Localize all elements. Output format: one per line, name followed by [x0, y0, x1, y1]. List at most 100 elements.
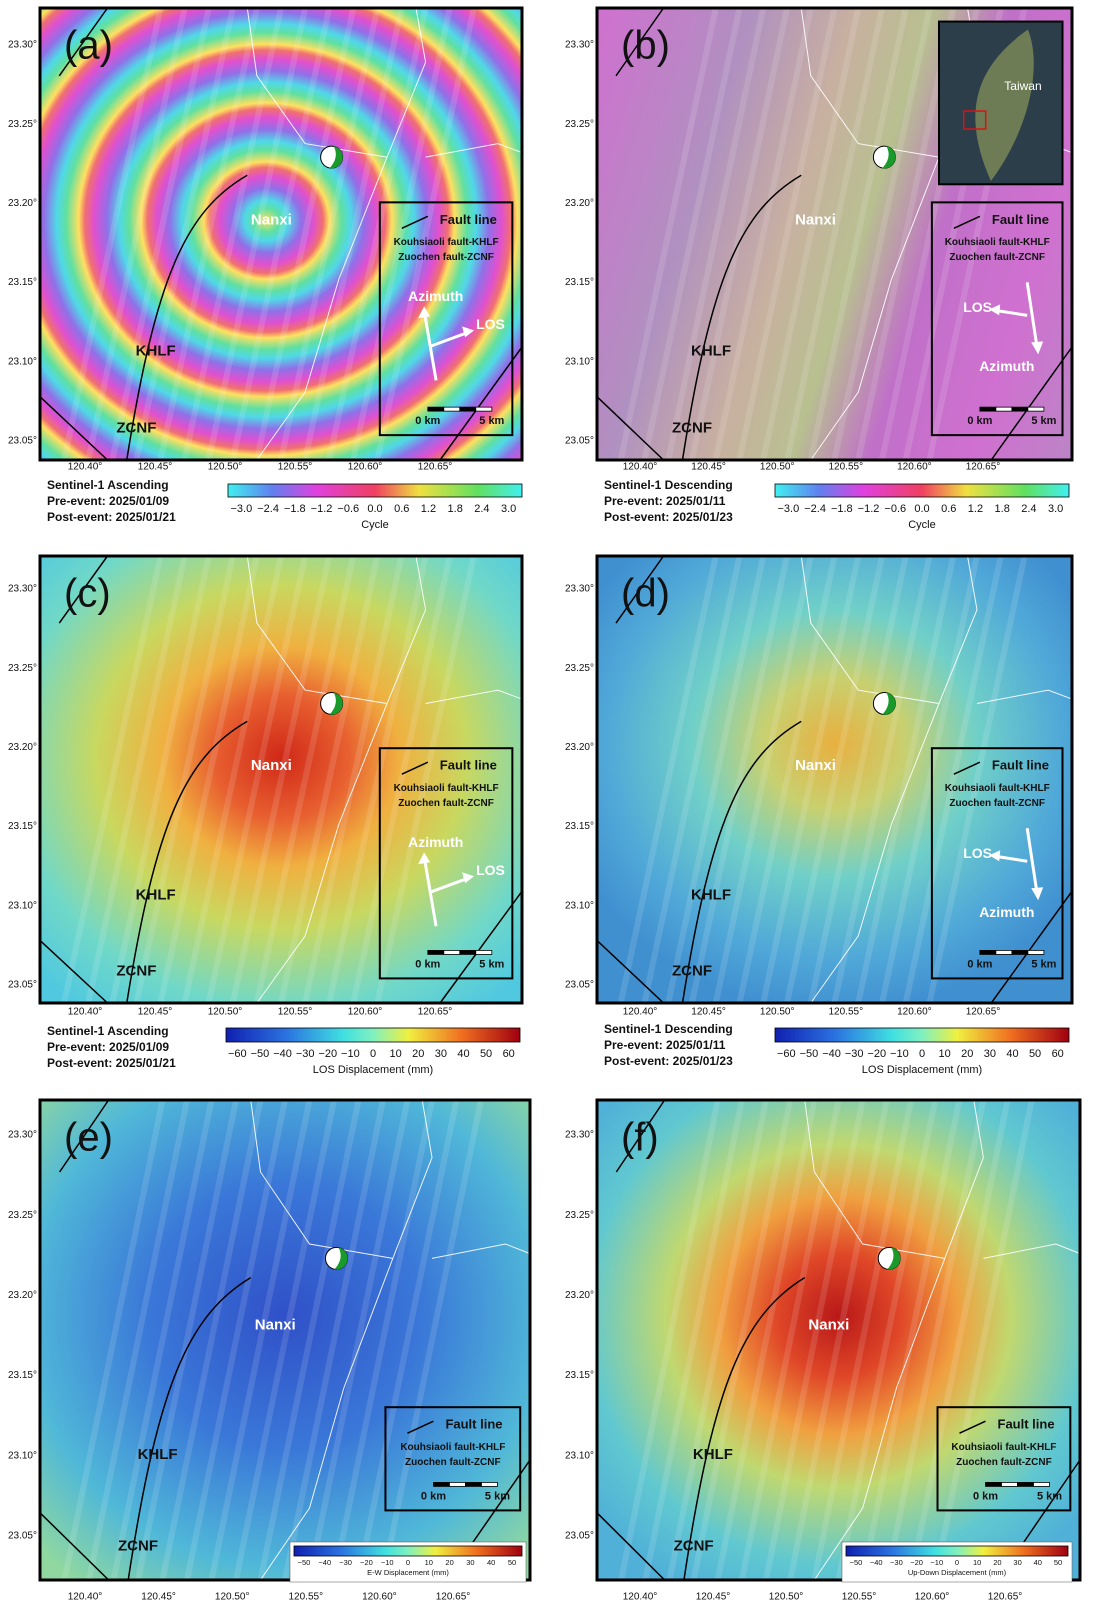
colorbar-tick-label: 60: [503, 1048, 515, 1060]
scale-bar-segment: [428, 407, 444, 411]
scale-bar-segment: [476, 407, 492, 411]
scale-bar-segment: [1018, 1482, 1034, 1486]
colorbar-tick-label: 50: [508, 1558, 516, 1567]
colorbar-tick-label: −30: [845, 1048, 864, 1060]
lon-tick-label: 120.40°: [623, 462, 658, 473]
lon-tick-label: 120.60°: [362, 1592, 397, 1603]
colorbar-tick-label: −1.8: [284, 503, 306, 515]
legend-fault: Fault line: [445, 1417, 502, 1432]
colorbar-tick-label: 10: [389, 1048, 401, 1060]
scale-bar-segment: [1028, 407, 1044, 411]
colorbar-tick-label: 0.0: [914, 503, 929, 515]
legend-fault: Fault line: [992, 212, 1049, 227]
place-label: ZCNF: [674, 1537, 714, 1554]
colorbar-tick-label: −50: [251, 1048, 270, 1060]
colorbar-tick-label: −20: [867, 1048, 886, 1060]
place-label: ZCNF: [672, 419, 712, 436]
place-label: KHLF: [138, 1446, 178, 1463]
colorbar-tick-label: 0: [955, 1558, 959, 1567]
caption: Post-event: 2025/01/23: [604, 510, 733, 524]
caption: Post-event: 2025/01/21: [47, 510, 176, 524]
place-label: ZCNF: [672, 963, 712, 980]
caption: Sentinel-1 Ascending: [47, 478, 169, 492]
scale-bar-segment: [1002, 1482, 1018, 1486]
colorbar-tick-label: 40: [1034, 1558, 1042, 1567]
lat-tick-label: 23.15°: [565, 277, 594, 288]
colorbar-tick-label: −10: [930, 1558, 943, 1567]
colorbar-tick-label: 0: [406, 1558, 410, 1567]
place-label: Nanxi: [795, 757, 836, 774]
lat-tick-label: 23.05°: [565, 436, 594, 447]
panel-label: (b): [621, 24, 670, 68]
place-label: KHLF: [691, 887, 731, 904]
colorbar-tick-label: 20: [961, 1048, 973, 1060]
colorbar-tick-label: −1.2: [311, 503, 333, 515]
caption: Pre-event: 2025/01/09: [47, 1040, 169, 1054]
lon-tick-label: 120.45°: [696, 1592, 731, 1603]
caption: Post-event: 2025/01/21: [47, 1056, 176, 1070]
colorbar-tick-label: 50: [1029, 1048, 1041, 1060]
lat-tick-label: 23.20°: [8, 742, 37, 753]
lon-tick-label: 120.55°: [829, 1007, 864, 1018]
place-label: ZCNF: [116, 963, 156, 980]
lat-tick-label: 23.30°: [565, 1130, 594, 1141]
colorbar-tick-label: 0.0: [367, 503, 382, 515]
colorbar-tick-label: −40: [318, 1558, 331, 1567]
lon-tick-label: 120.50°: [208, 1007, 243, 1018]
colorbar-tick-label: 30: [466, 1558, 474, 1567]
lon-tick-label: 120.45°: [691, 462, 726, 473]
colorbar-tick-label: 3.0: [501, 503, 516, 515]
colorbar: [846, 1546, 1068, 1556]
lat-tick-label: 23.05°: [565, 1531, 594, 1542]
legend-fault: Fault line: [992, 758, 1049, 773]
lat-tick-label: 23.10°: [8, 1450, 37, 1461]
lat-tick-label: 23.05°: [8, 436, 37, 447]
lon-tick-label: 120.60°: [915, 1592, 950, 1603]
caption: Sentinel-1 Descending: [604, 1022, 733, 1036]
place-label: Nanxi: [251, 211, 292, 228]
panel-label: (f): [621, 1116, 659, 1160]
lat-tick-label: 23.25°: [8, 119, 37, 130]
colorbar-tick-label: −20: [910, 1558, 923, 1567]
lon-tick-label: 120.50°: [760, 462, 795, 473]
colorbar-tick-label: −3.0: [231, 503, 253, 515]
lat-tick-label: 23.25°: [8, 663, 37, 674]
scale-bar-segment: [1028, 950, 1044, 954]
colorbar-tick-label: −1.8: [831, 503, 853, 515]
lon-tick-label: 120.60°: [348, 1007, 383, 1018]
scale-label: 5 km: [479, 415, 504, 427]
los-label: LOS: [476, 862, 505, 878]
colorbar-tick-label: 1.8: [995, 503, 1010, 515]
colorbar-tick-label: 20: [412, 1048, 424, 1060]
scale-label: 0 km: [415, 958, 440, 970]
legend-khlf: Kouhsiaoli fault-KHLF: [951, 1442, 1056, 1453]
scale-label: 0 km: [421, 1490, 446, 1502]
lat-tick-label: 23.10°: [565, 1450, 594, 1461]
lat-tick-label: 23.30°: [8, 584, 37, 595]
figure: (a)NanxiKHLFZCNFFault lineKouhsiaoli fau…: [0, 0, 1109, 1616]
colorbar-tick-label: −40: [273, 1048, 292, 1060]
scale-bar-segment: [481, 1482, 497, 1486]
colorbar-tick-label: 20: [445, 1558, 453, 1567]
place-label: KHLF: [136, 887, 176, 904]
colorbar-tick-label: 10: [425, 1558, 433, 1567]
colorbar-label: Cycle: [361, 519, 389, 531]
caption: Pre-event: 2025/01/11: [604, 494, 726, 508]
colorbar: [226, 1028, 520, 1042]
azimuth-label: Azimuth: [979, 358, 1034, 374]
colorbar: [775, 484, 1069, 497]
lon-tick-label: 120.55°: [278, 1007, 313, 1018]
scale-bar-segment: [996, 407, 1012, 411]
colorbar-tick-label: −40: [870, 1558, 883, 1567]
lat-tick-label: 23.15°: [565, 1370, 594, 1381]
lon-tick-label: 120.60°: [897, 1007, 932, 1018]
colorbar-tick-label: 10: [973, 1558, 981, 1567]
colorbar-tick-label: 3.0: [1048, 503, 1063, 515]
place-label: ZCNF: [116, 419, 156, 436]
scale-bar-segment: [1012, 950, 1028, 954]
lat-tick-label: 23.30°: [565, 40, 594, 51]
colorbar-tick-label: −2.4: [804, 503, 826, 515]
inset-label: Taiwan: [1004, 79, 1041, 93]
legend-khlf: Kouhsiaoli fault-KHLF: [945, 237, 1050, 248]
azimuth-label: Azimuth: [408, 288, 463, 304]
